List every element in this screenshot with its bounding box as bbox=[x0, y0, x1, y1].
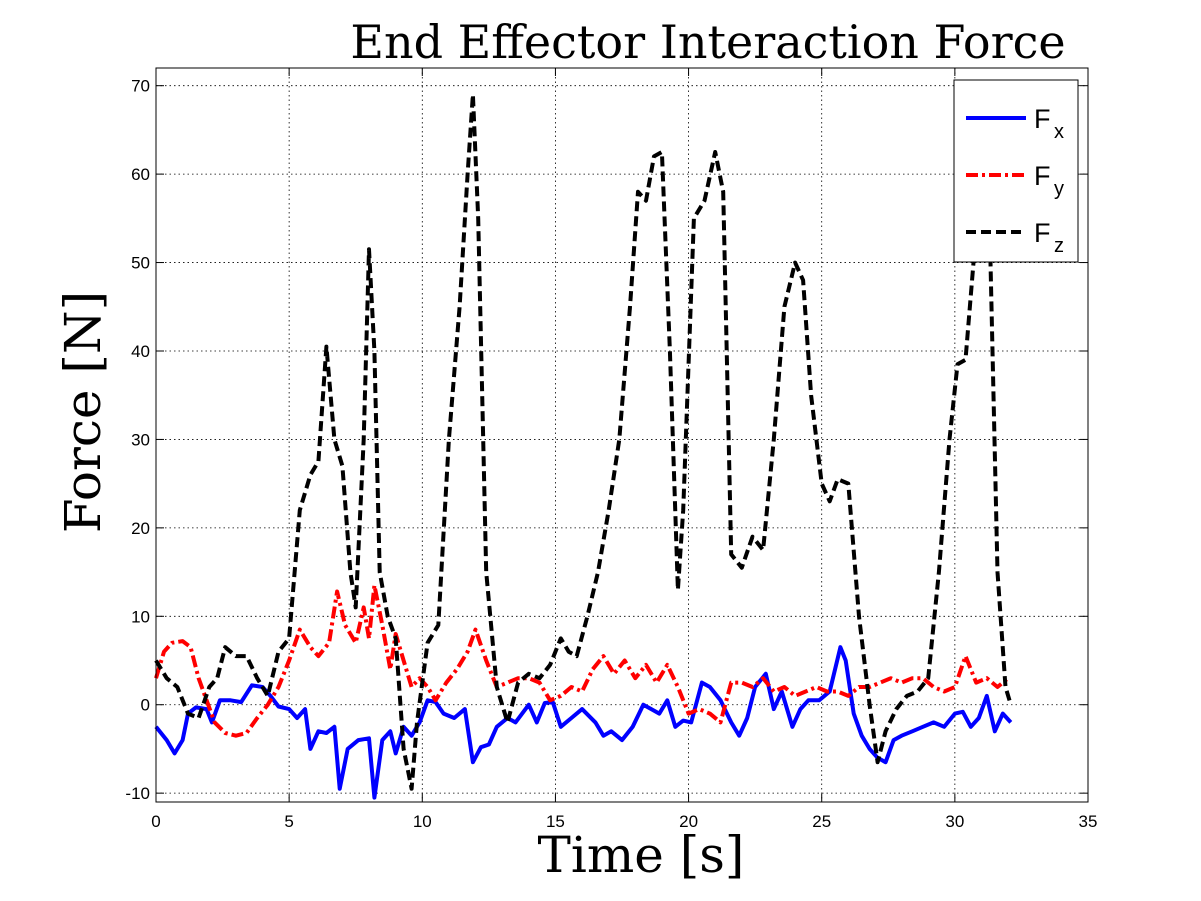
series-line-fy bbox=[154, 583, 1010, 738]
legend-subscript-fy: y bbox=[1054, 178, 1064, 200]
x-tick-label: 25 bbox=[812, 812, 831, 831]
series-lines bbox=[154, 92, 1013, 800]
series-line-fx bbox=[154, 645, 1013, 800]
plot-area-frame bbox=[155, 67, 1089, 803]
x-tick-label: 35 bbox=[1079, 812, 1098, 831]
y-tick-label: 0 bbox=[141, 696, 150, 715]
series-line-fz bbox=[154, 92, 1013, 791]
legend-subscript-fx: x bbox=[1054, 121, 1064, 143]
x-tick-label: 10 bbox=[413, 812, 432, 831]
x-tick-label: 15 bbox=[546, 812, 565, 831]
y-tick-label: 40 bbox=[131, 342, 150, 361]
y-tick-label: 50 bbox=[131, 254, 150, 273]
legend-label-fy: F bbox=[1034, 161, 1051, 191]
legend-label-fz: F bbox=[1034, 218, 1051, 248]
x-tick-label: 5 bbox=[284, 812, 293, 831]
x-tick-label: 0 bbox=[151, 812, 160, 831]
legend-subscript-fz: z bbox=[1054, 235, 1064, 257]
y-tick-label: -10 bbox=[125, 784, 150, 803]
legend-label-fx: F bbox=[1034, 104, 1051, 134]
y-tick-label: 20 bbox=[131, 519, 150, 538]
y-tick-label: 60 bbox=[131, 165, 150, 184]
x-axis-label: Time [s] bbox=[538, 826, 745, 884]
x-tick-label: 20 bbox=[679, 812, 698, 831]
chart-title: End Effector Interaction Force bbox=[350, 15, 1065, 69]
x-tick-label: 30 bbox=[945, 812, 964, 831]
y-axis-label: Force [N] bbox=[54, 291, 112, 533]
y-tick-label: 70 bbox=[131, 77, 150, 96]
y-tick-label: 10 bbox=[131, 607, 150, 626]
y-tick-label: 30 bbox=[131, 430, 150, 449]
